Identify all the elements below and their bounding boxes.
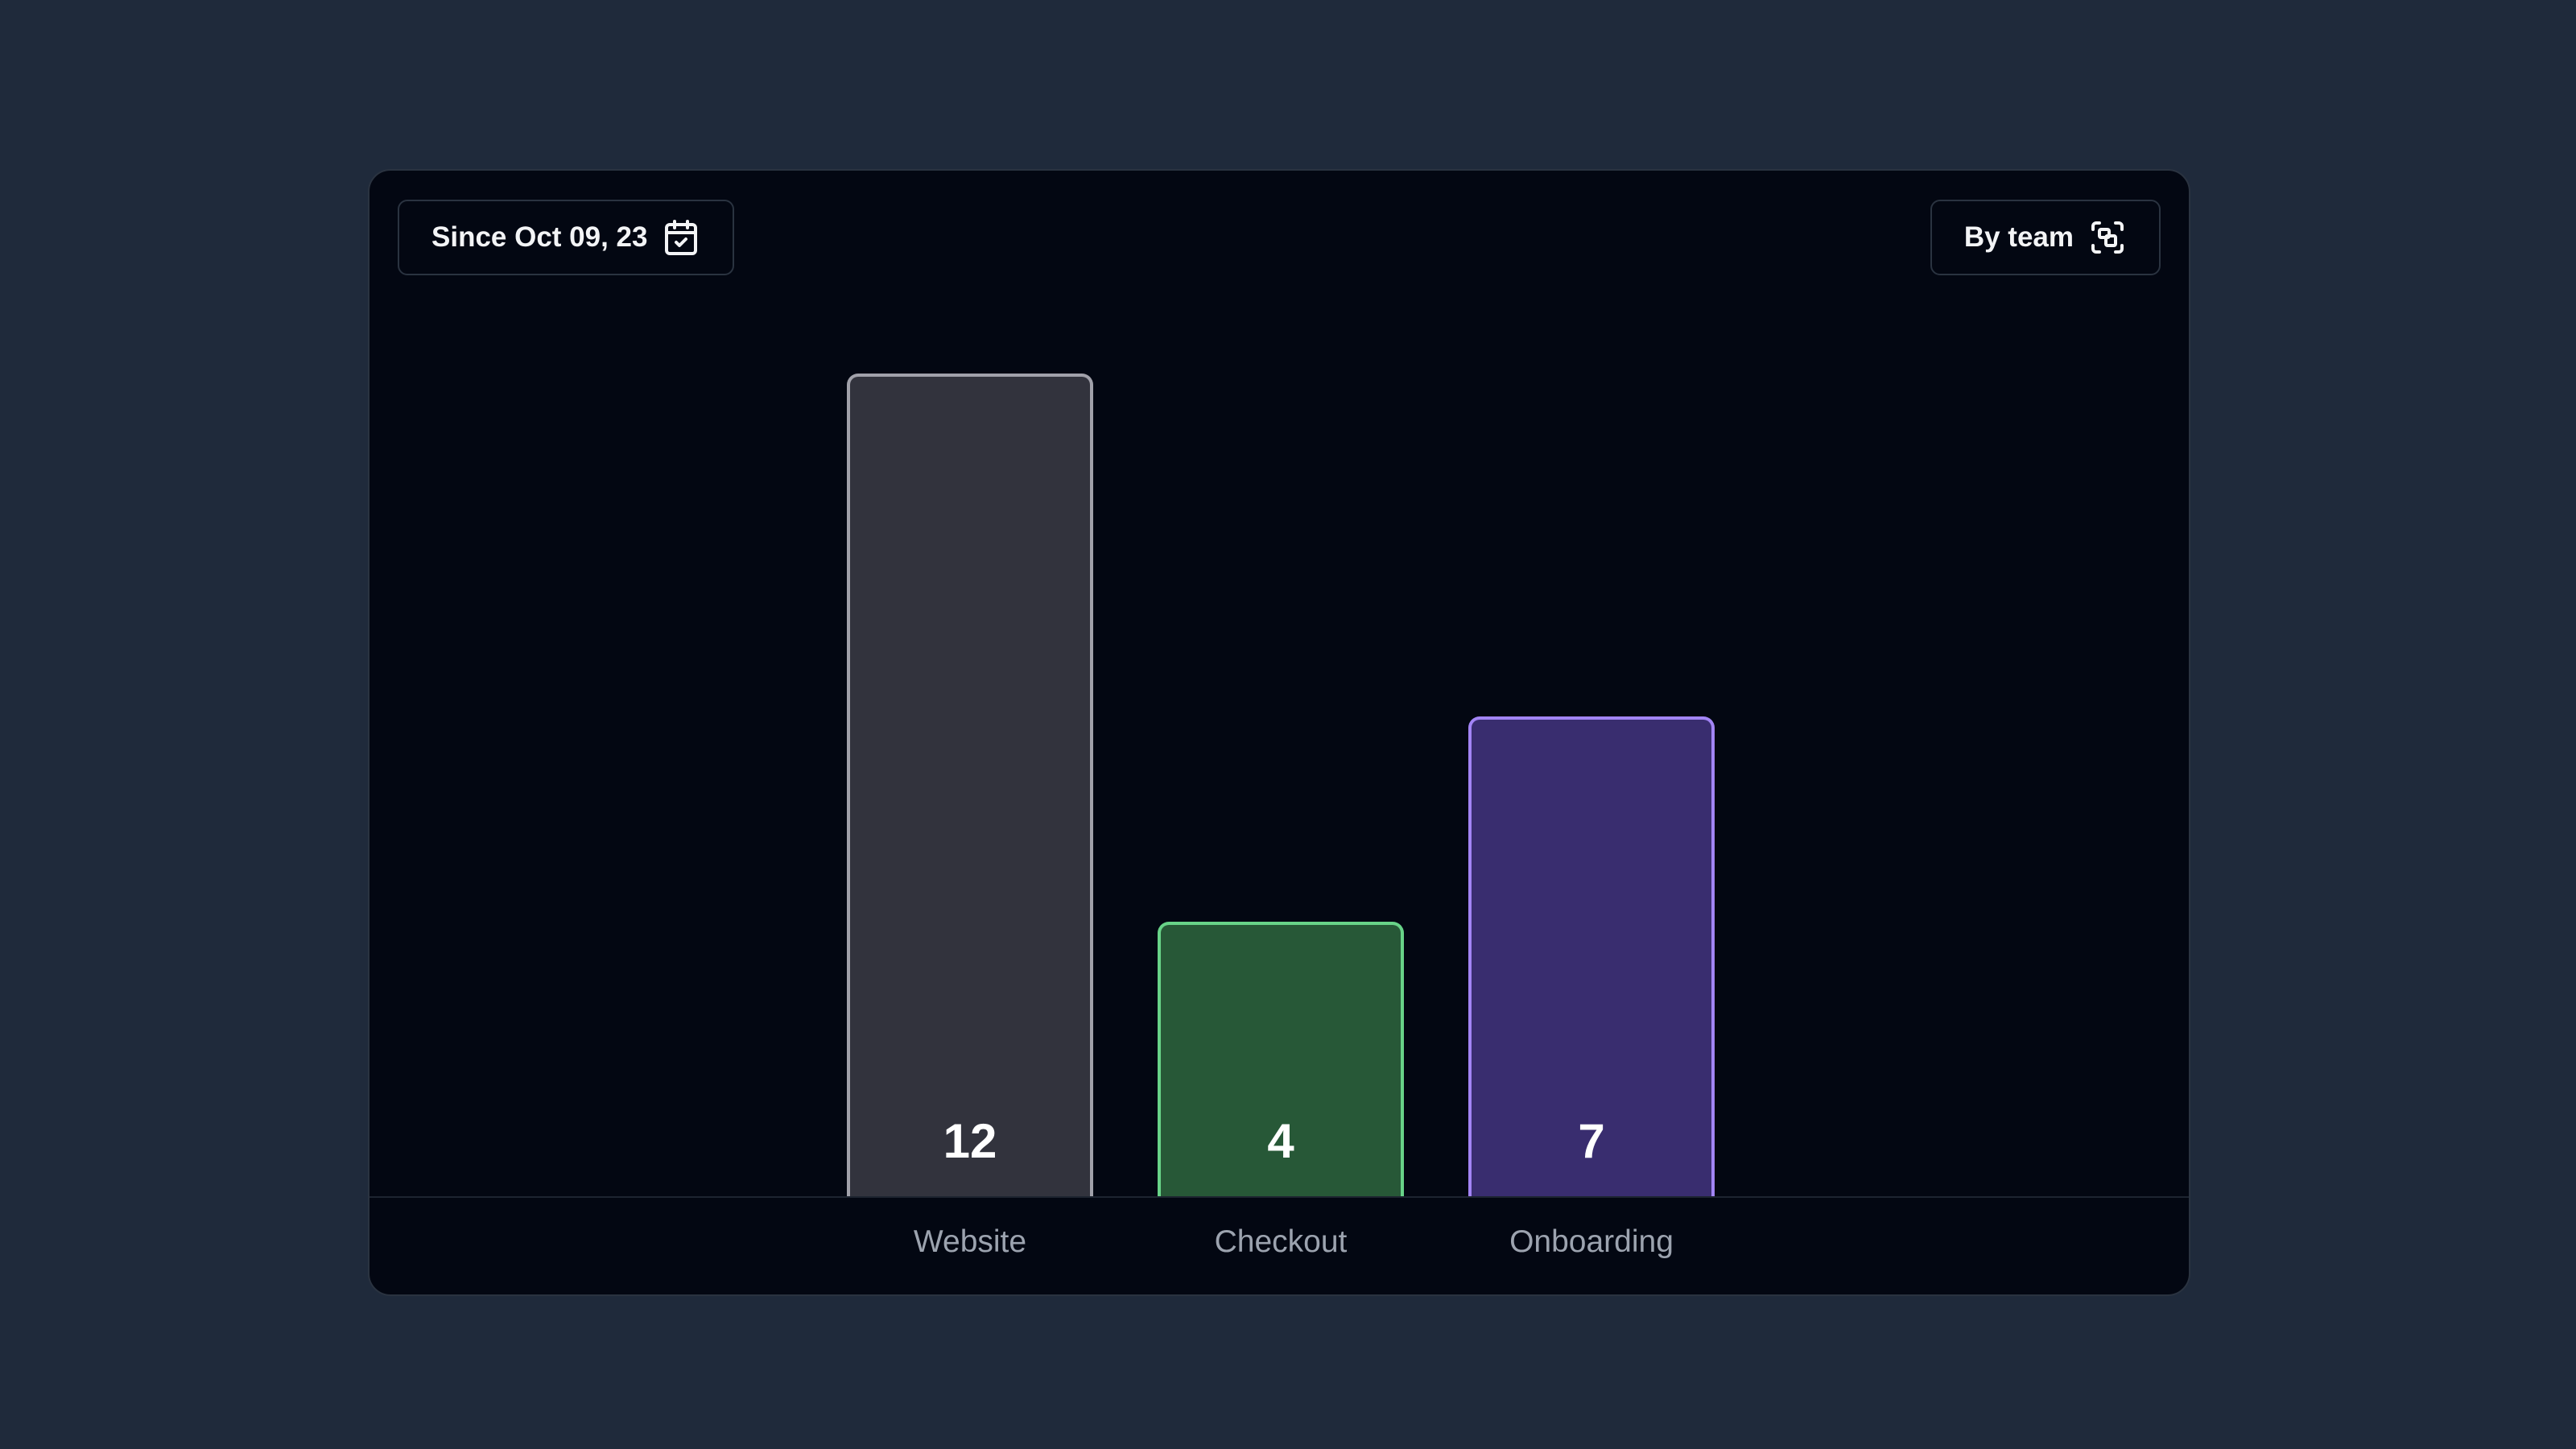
bar-chart: 12 4 7 xyxy=(369,171,2189,1196)
category-label-checkout: Checkout xyxy=(1214,1224,1348,1259)
bar-website[interactable] xyxy=(847,374,1093,1196)
chart-card: Since Oct 09, 23 By team 12 4 7 W xyxy=(368,169,2190,1296)
group-by-label: By team xyxy=(1963,221,2074,253)
chart-baseline xyxy=(369,1196,2189,1198)
group-by-team-button[interactable]: By team xyxy=(1930,200,2161,275)
bar-value-onboarding: 7 xyxy=(1578,1114,1605,1168)
bar-value-checkout: 4 xyxy=(1267,1114,1294,1168)
category-label-onboarding: Onboarding xyxy=(1509,1224,1674,1259)
scan-group-icon xyxy=(2088,218,2127,257)
category-label-website: Website xyxy=(913,1224,1027,1259)
bar-checkout[interactable] xyxy=(1158,922,1404,1196)
date-filter-button[interactable]: Since Oct 09, 23 xyxy=(398,200,735,275)
bar-value-website: 12 xyxy=(943,1114,997,1168)
calendar-check-icon xyxy=(662,218,700,257)
bar-onboarding[interactable] xyxy=(1468,716,1715,1196)
date-filter-label: Since Oct 09, 23 xyxy=(431,221,648,253)
